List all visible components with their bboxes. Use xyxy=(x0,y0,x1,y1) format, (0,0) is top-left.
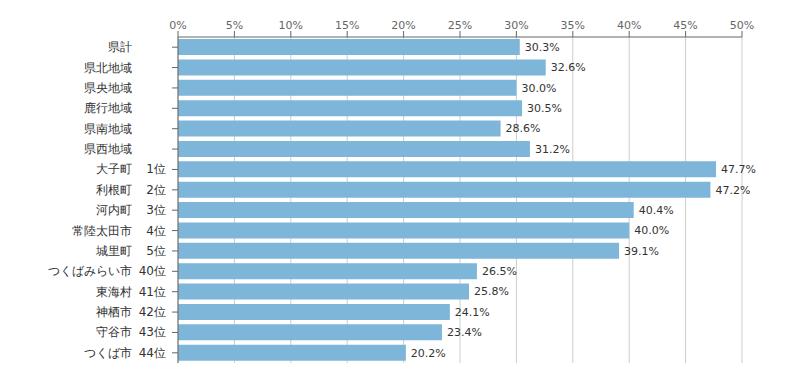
svg-text:41位: 41位 xyxy=(139,285,166,299)
svg-text:県央地域: 県央地域 xyxy=(84,81,132,95)
svg-text:県北地域: 県北地域 xyxy=(84,61,132,75)
svg-text:城里町: 城里町 xyxy=(95,244,132,258)
svg-text:鹿行地域: 鹿行地域 xyxy=(84,101,132,115)
svg-text:43位: 43位 xyxy=(139,325,166,339)
svg-text:大子町: 大子町 xyxy=(96,162,132,176)
svg-text:30%: 30% xyxy=(504,19,528,32)
svg-text:5%: 5% xyxy=(226,19,243,32)
svg-text:32.6%: 32.6% xyxy=(551,61,586,74)
svg-text:30.5%: 30.5% xyxy=(527,102,562,115)
svg-text:23.4%: 23.4% xyxy=(447,326,482,339)
svg-text:つくば市: つくば市 xyxy=(84,346,132,360)
svg-text:30.3%: 30.3% xyxy=(525,41,560,54)
svg-text:40%: 40% xyxy=(617,19,641,32)
svg-text:1位: 1位 xyxy=(146,162,166,176)
svg-text:県南地域: 県南地域 xyxy=(84,122,132,136)
svg-text:28.6%: 28.6% xyxy=(506,122,541,135)
svg-text:24.1%: 24.1% xyxy=(455,306,490,319)
svg-text:つくばみらい市: つくばみらい市 xyxy=(48,264,132,278)
svg-text:10%: 10% xyxy=(279,19,303,32)
svg-text:河内町: 河内町 xyxy=(96,203,132,217)
svg-text:40.0%: 40.0% xyxy=(634,224,669,237)
svg-text:利根町: 利根町 xyxy=(96,183,132,197)
svg-text:常陸太田市: 常陸太田市 xyxy=(72,224,132,238)
svg-text:5位: 5位 xyxy=(146,244,166,258)
svg-text:2位: 2位 xyxy=(146,183,166,197)
svg-text:20%: 20% xyxy=(391,19,415,32)
svg-text:47.7%: 47.7% xyxy=(721,163,756,176)
svg-text:47.2%: 47.2% xyxy=(715,184,750,197)
svg-text:44位: 44位 xyxy=(139,346,166,360)
svg-text:31.2%: 31.2% xyxy=(535,143,570,156)
svg-text:東海村: 東海村 xyxy=(96,285,132,299)
svg-text:30.0%: 30.0% xyxy=(521,82,556,95)
svg-text:守谷市: 守谷市 xyxy=(96,325,132,339)
svg-text:県計: 県計 xyxy=(108,40,132,54)
svg-text:39.1%: 39.1% xyxy=(624,245,659,258)
svg-text:40位: 40位 xyxy=(139,264,166,278)
svg-text:35%: 35% xyxy=(561,19,585,32)
svg-text:0%: 0% xyxy=(169,19,186,32)
svg-text:3位: 3位 xyxy=(146,203,166,217)
svg-text:神栖市: 神栖市 xyxy=(96,305,132,319)
svg-text:20.2%: 20.2% xyxy=(411,347,446,360)
svg-text:25.8%: 25.8% xyxy=(474,285,509,298)
svg-text:40.4%: 40.4% xyxy=(639,204,674,217)
svg-text:50%: 50% xyxy=(730,19,754,32)
svg-text:42位: 42位 xyxy=(139,305,166,319)
svg-text:4位: 4位 xyxy=(146,224,166,238)
svg-text:45%: 45% xyxy=(673,19,697,32)
svg-text:県西地域: 県西地域 xyxy=(84,142,132,156)
svg-text:15%: 15% xyxy=(335,19,359,32)
svg-text:25%: 25% xyxy=(448,19,472,32)
svg-text:26.5%: 26.5% xyxy=(482,265,517,278)
